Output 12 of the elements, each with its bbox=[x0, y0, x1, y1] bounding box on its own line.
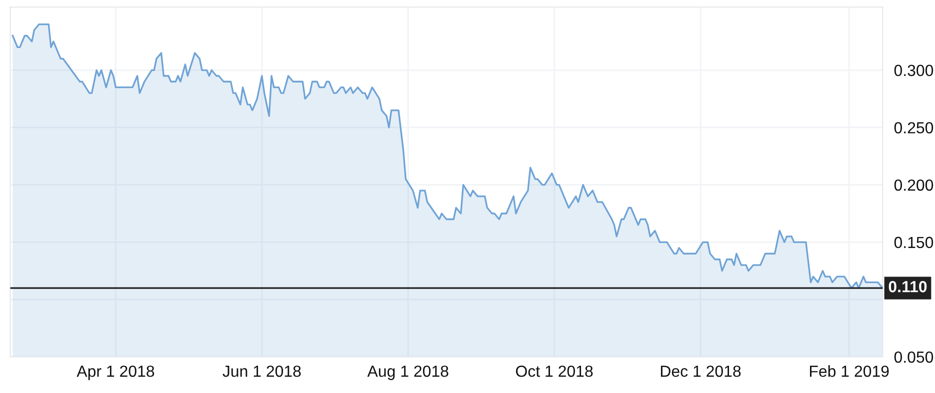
y-tick-label: 0.300 bbox=[894, 64, 934, 76]
y-tick-label: 0.250 bbox=[894, 122, 934, 134]
ref-line-label: 0.110 bbox=[888, 281, 927, 292]
x-tick-label: Oct 1 2018 bbox=[516, 366, 593, 377]
x-tick-label: Dec 1 2018 bbox=[660, 366, 741, 377]
y-tick-label: 0.050 bbox=[894, 351, 934, 363]
y-tick-label: 0.200 bbox=[894, 179, 934, 191]
x-tick-label: Feb 1 2019 bbox=[810, 365, 889, 377]
x-tick-label: Aug 1 2018 bbox=[367, 366, 448, 380]
x-tick-label: Jun 1 2018 bbox=[222, 366, 301, 377]
x-tick-label: Apr 1 2018 bbox=[76, 366, 154, 380]
y-tick-label: 0.150 bbox=[894, 236, 934, 248]
